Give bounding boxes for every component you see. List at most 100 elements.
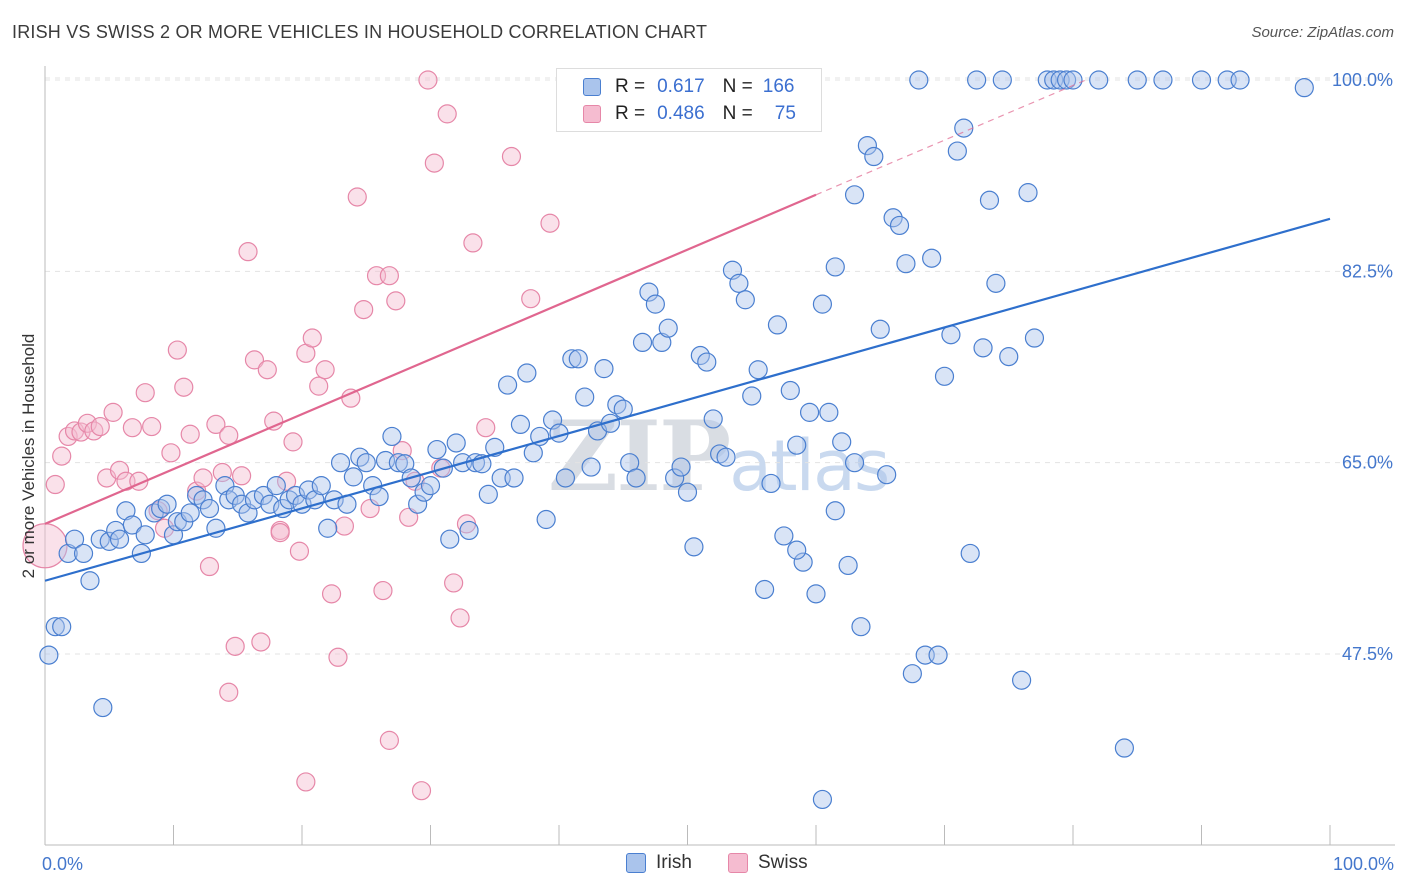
swiss-point xyxy=(450,608,470,628)
irish-point xyxy=(703,409,723,429)
irish-point xyxy=(806,584,826,604)
irish-point xyxy=(632,332,653,352)
legend-row-swiss: R = 0.486 N = 75 xyxy=(583,101,796,127)
swiss-point xyxy=(232,466,252,486)
irish-point xyxy=(838,555,858,576)
irish-point xyxy=(180,503,200,523)
swiss-point xyxy=(341,388,361,408)
irish-point xyxy=(787,540,807,560)
axes xyxy=(44,66,1395,846)
swiss-point xyxy=(411,781,432,801)
irish-point xyxy=(73,543,94,564)
chart-title: IRISH VS SWISS 2 OR MORE VEHICLES IN HOU… xyxy=(12,22,708,42)
swiss-point xyxy=(122,418,142,438)
irish-point xyxy=(1114,738,1135,758)
irish-point xyxy=(986,273,1006,293)
swiss-point xyxy=(444,573,464,593)
correlation-legend: R = 0.617 N = 166 R = 0.486 N = 75 xyxy=(556,68,822,132)
irish-point xyxy=(575,387,595,407)
irish-point xyxy=(446,433,466,453)
legend-row-irish: R = 0.617 N = 166 xyxy=(583,74,794,100)
swiss-point xyxy=(424,153,444,173)
swiss-point xyxy=(135,383,155,403)
swiss-point xyxy=(161,443,181,463)
irish-point xyxy=(844,185,865,205)
swiss-n-value: 75 xyxy=(774,103,796,124)
irish-point xyxy=(889,215,910,236)
irish-point xyxy=(581,457,601,477)
irish-point xyxy=(343,467,363,487)
swiss-point xyxy=(334,516,355,536)
swiss-legend-label: Swiss xyxy=(758,852,808,873)
irish-point xyxy=(498,375,518,395)
irish-point xyxy=(954,118,974,138)
irish-point xyxy=(1056,70,1077,90)
irish-n-value: 166 xyxy=(762,76,795,97)
irish-swatch xyxy=(583,78,601,96)
irish-trend-line xyxy=(44,217,1331,582)
swiss-n-label: N = xyxy=(722,103,753,124)
swiss-point xyxy=(289,541,310,561)
legend-item-swiss[interactable]: Swiss xyxy=(728,852,808,874)
irish-point xyxy=(382,426,402,447)
trend-lines xyxy=(44,79,1331,582)
irish-point xyxy=(825,501,845,521)
irish-point xyxy=(1230,70,1250,90)
irish-point xyxy=(52,617,72,637)
swiss-points xyxy=(22,70,560,801)
swiss-point xyxy=(45,474,65,495)
irish-point xyxy=(877,465,897,485)
swiss-point xyxy=(219,682,239,702)
irish-point xyxy=(39,645,59,665)
swiss-point xyxy=(90,416,110,437)
irish-point xyxy=(716,447,736,467)
irish-point xyxy=(793,552,813,572)
swiss-point xyxy=(193,468,213,488)
swiss-r-label: R = xyxy=(615,103,646,124)
irish-point xyxy=(774,526,794,546)
irish-point xyxy=(199,498,220,519)
irish-point xyxy=(748,360,768,380)
irish-point xyxy=(819,402,839,422)
swiss-point xyxy=(418,70,438,90)
irish-point xyxy=(388,453,408,473)
irish-point xyxy=(645,294,665,314)
swiss-point xyxy=(283,432,303,452)
swiss-point xyxy=(540,213,560,233)
x-tick-label: 0.0% xyxy=(42,854,83,874)
swiss-point xyxy=(142,416,162,437)
irish-point xyxy=(244,490,265,510)
swiss-point xyxy=(199,556,220,577)
irish-point xyxy=(787,435,807,455)
swiss-point xyxy=(399,507,419,527)
swiss-point xyxy=(347,187,367,207)
irish-point xyxy=(420,476,441,496)
source-label: Source: ZipAtlas.com xyxy=(1251,24,1394,41)
swiss-point xyxy=(244,350,265,370)
irish-point xyxy=(408,494,428,514)
irish-point xyxy=(298,480,319,500)
swiss-point xyxy=(373,580,393,601)
irish-point xyxy=(157,494,177,514)
swiss-point xyxy=(251,632,271,652)
irish-point xyxy=(658,318,678,338)
irish-point xyxy=(1153,70,1173,90)
swiss-trend-line xyxy=(44,193,817,525)
irish-point xyxy=(857,136,878,156)
x-tick-label: 100.0% xyxy=(1333,854,1394,874)
y-tick-label: 47.5% xyxy=(1342,644,1393,664)
irish-legend-label: Irish xyxy=(656,852,692,873)
swiss-point xyxy=(379,730,399,750)
irish-point xyxy=(979,190,1000,210)
swiss-point xyxy=(109,460,130,480)
legend-item-irish[interactable]: Irish xyxy=(626,852,692,874)
irish-point xyxy=(1127,70,1147,90)
irish-point xyxy=(883,208,903,228)
irish-point xyxy=(896,254,916,274)
irish-point xyxy=(562,349,582,369)
y-axis-title: 2 or more Vehicles in Household xyxy=(19,334,38,579)
swiss-point xyxy=(180,424,200,444)
swiss-point xyxy=(501,146,522,167)
irish-point xyxy=(844,453,865,473)
irish-point xyxy=(116,501,136,521)
